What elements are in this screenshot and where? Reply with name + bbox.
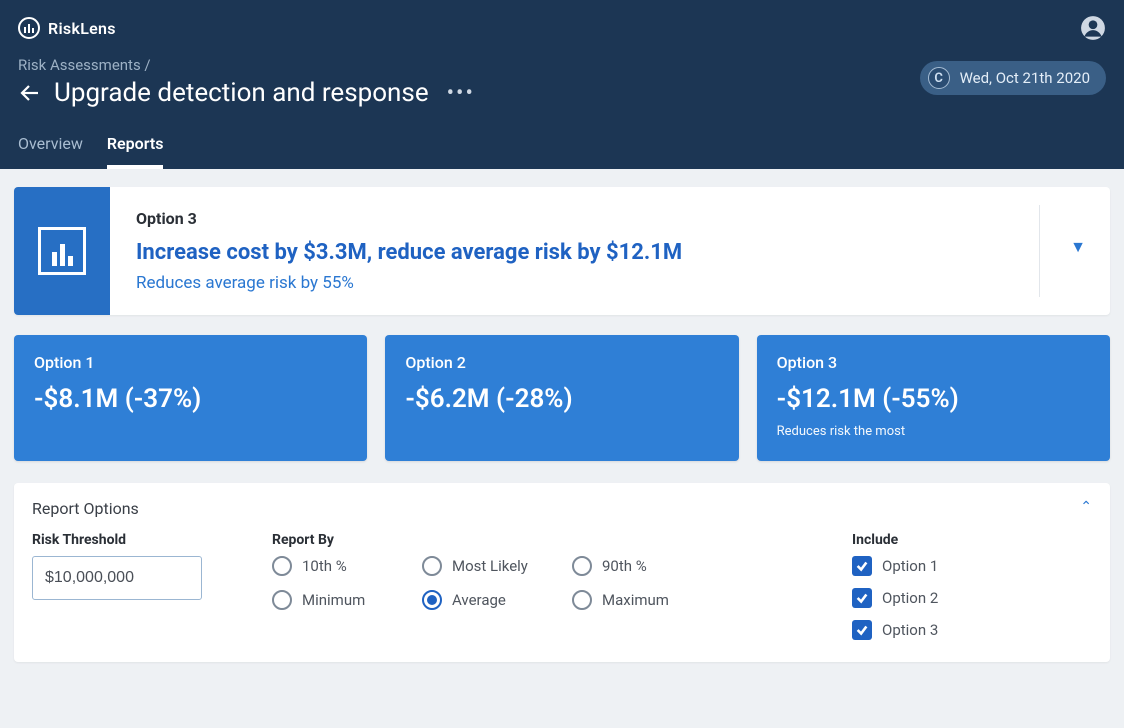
tabs: Overview Reports [18,134,1106,169]
radio-label: 90th % [602,557,647,575]
collapse-panel-icon[interactable]: ⌃ [1080,499,1092,515]
content-area: Option 3 Increase cost by $3.3M, reduce … [0,169,1124,728]
summary-divider [1039,205,1040,297]
report-options-title: Report Options [32,499,1092,518]
report-options-panel: Report Options ⌃ Risk Threshold Report B… [14,483,1110,662]
risk-threshold-section: Risk Threshold [32,532,252,600]
checkbox-label: Option 1 [882,557,938,575]
report-by-radio[interactable]: Minimum [272,590,412,610]
radio-label: Maximum [602,591,669,609]
summary-icon-box [14,187,110,315]
summary-card: Option 3 Increase cost by $3.3M, reduce … [14,187,1110,315]
brand-name: RiskLens [48,19,116,38]
bar-chart-icon [38,227,86,275]
report-by-radio[interactable]: Average [422,590,562,610]
report-by-radio[interactable]: 10th % [272,556,412,576]
radio-label: 10th % [302,557,347,575]
report-by-label: Report By [272,532,832,548]
radio-label: Average [452,591,506,609]
date-badge-letter: C [928,67,950,89]
option-card-label: Option 3 [777,353,1090,372]
risk-threshold-input[interactable] [32,556,202,600]
summary-headline: Increase cost by $3.3M, reduce average r… [136,240,1084,265]
option-card-label: Option 2 [405,353,718,372]
option-card-note: Reduces risk the most [777,424,1090,439]
radio-icon [272,556,292,576]
option-card-label: Option 1 [34,353,347,372]
top-header: RiskLens Risk Assessments / Upgrade dete… [0,0,1124,169]
include-checkbox[interactable]: Option 3 [852,620,1092,640]
include-checkbox[interactable]: Option 1 [852,556,1092,576]
report-by-radio[interactable]: 90th % [572,556,712,576]
radio-icon [422,556,442,576]
header-row: RiskLens [18,10,1106,46]
report-by-section: Report By 10th % Most Likely 90th % Minimum… [272,532,832,610]
app-root: RiskLens Risk Assessments / Upgrade dete… [0,0,1124,728]
include-checkbox[interactable]: Option 2 [852,588,1092,608]
option-cards-row: Option 1 -$8.1M (-37%) Option 2 -$6.2M (… [14,335,1110,461]
radio-icon [572,556,592,576]
risk-threshold-label: Risk Threshold [32,532,252,548]
more-options-icon[interactable]: ••• [447,81,475,106]
summary-option-label: Option 3 [136,209,1084,228]
tab-overview[interactable]: Overview [18,134,83,169]
include-label: Include [852,532,1092,548]
page-title: Upgrade detection and response [54,78,429,108]
radio-icon [422,590,442,610]
checkbox-icon [852,588,872,608]
report-by-radio[interactable]: Maximum [572,590,712,610]
radio-label: Most Likely [452,557,528,575]
summary-subtext: Reduces average risk by 55% [136,273,1084,293]
checkbox-label: Option 3 [882,621,938,639]
checkbox-icon [852,556,872,576]
back-arrow-icon[interactable] [18,81,42,105]
option-card-value: -$8.1M (-37%) [34,384,347,414]
title-row: Upgrade detection and response ••• C Wed… [18,78,1106,108]
date-badge-text: Wed, Oct 21th 2020 [960,69,1090,87]
option-card-value: -$12.1M (-55%) [777,384,1090,414]
option-card-value: -$6.2M (-28%) [405,384,718,414]
include-section: Include Option 1 Option 2 Option 3 [852,532,1092,640]
expand-summary-icon[interactable]: ▼ [1070,237,1086,257]
tab-reports[interactable]: Reports [107,134,164,169]
radio-label: Minimum [302,591,365,609]
user-account-icon[interactable] [1080,15,1106,41]
brand[interactable]: RiskLens [18,17,116,39]
option-card-3[interactable]: Option 3 -$12.1M (-55%) Reduces risk the… [757,335,1110,461]
option-card-1[interactable]: Option 1 -$8.1M (-37%) [14,335,367,461]
radio-icon [272,590,292,610]
radio-icon [572,590,592,610]
option-card-2[interactable]: Option 2 -$6.2M (-28%) [385,335,738,461]
checkbox-icon [852,620,872,640]
checkbox-label: Option 2 [882,589,938,607]
report-by-radio[interactable]: Most Likely [422,556,562,576]
date-badge[interactable]: C Wed, Oct 21th 2020 [920,61,1106,95]
brand-logo-icon [18,17,40,39]
